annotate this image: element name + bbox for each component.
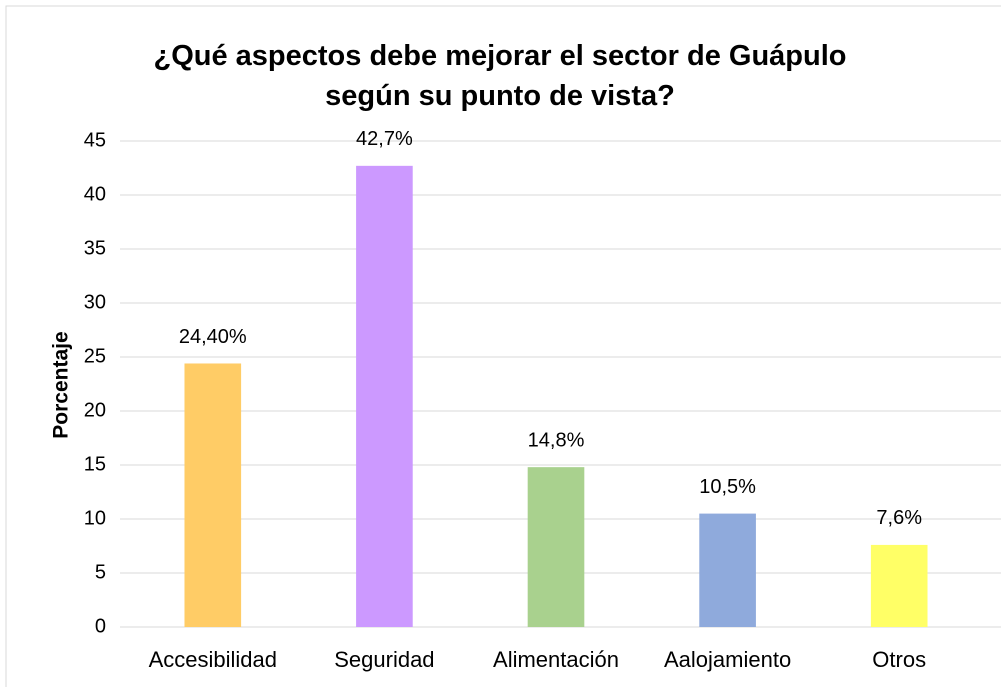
bar [699,513,756,627]
bar [184,363,242,627]
y-tick-label: 0 [95,615,106,637]
x-tick-label: Accesibilidad [149,647,277,672]
y-tick-label: 30 [84,291,106,313]
y-tick-label: 35 [84,237,106,259]
y-tick-label: 15 [84,453,106,475]
chart-border [5,5,1001,687]
data-label: 7,6% [876,507,922,529]
data-label: 42,7% [356,128,413,150]
y-tick-label: 5 [95,561,106,583]
data-label: 24,40% [179,326,247,348]
y-tick-label: 20 [84,399,106,421]
bar [527,467,585,627]
y-tick-label: 10 [84,507,106,529]
y-axis-label: Porcentaje [50,331,73,438]
x-tick-label: Aalojamiento [664,647,791,672]
y-tick-label: 40 [84,183,106,205]
x-tick-label: Alimentación [493,647,619,672]
data-label: 10,5% [699,476,756,498]
bar [870,544,928,627]
x-tick-label: Seguridad [334,647,434,672]
x-tick-label: Otros [872,647,926,672]
bar [356,165,413,627]
y-tick-label: 25 [84,345,106,367]
chart-title: ¿Qué aspectos debe mejorar el sector de … [153,40,847,112]
y-tick-label: 45 [84,129,106,151]
data-label: 14,8% [528,429,585,451]
